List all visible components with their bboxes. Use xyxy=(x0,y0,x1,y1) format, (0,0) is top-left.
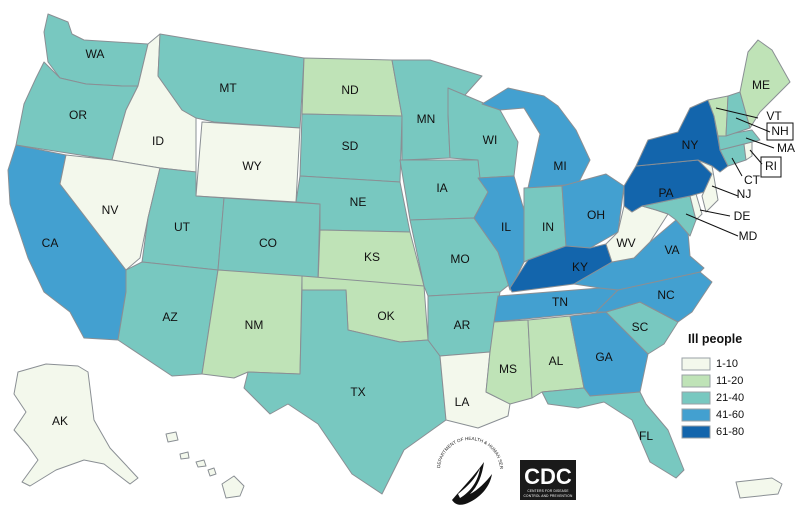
state-label: IL xyxy=(501,220,511,234)
legend-swatch xyxy=(681,374,711,388)
state-label: CA xyxy=(42,236,59,250)
state-label: TN xyxy=(552,295,568,309)
state-label: KS xyxy=(364,250,380,264)
state-label: CO xyxy=(259,236,277,250)
state-label: OH xyxy=(587,208,605,222)
state-hi-5 xyxy=(165,431,179,443)
state-label: CT xyxy=(744,173,761,187)
state-label: NM xyxy=(245,318,264,332)
state-ak xyxy=(13,363,139,487)
cdc-logo-box xyxy=(520,460,576,500)
cdc-logo-subtext: CONTROL AND PREVENTION xyxy=(524,494,573,498)
state-label: MN xyxy=(417,112,436,126)
state-label: VA xyxy=(664,243,679,257)
state-label: KY xyxy=(572,260,588,274)
state-vt xyxy=(707,95,729,137)
de-leader xyxy=(699,209,731,217)
ri-label-box xyxy=(760,156,782,178)
state-label: ND xyxy=(341,83,359,97)
state-label: TX xyxy=(350,385,365,399)
state-hi-2 xyxy=(207,467,217,477)
state-label: AL xyxy=(549,354,564,368)
state-hi-1 xyxy=(221,475,245,499)
state-label: FL xyxy=(639,429,653,443)
states-layer xyxy=(7,13,791,499)
state-nv xyxy=(59,154,161,271)
nh-leader xyxy=(735,117,771,133)
state-label: AR xyxy=(454,318,471,332)
state-pr xyxy=(735,477,783,499)
state-label: WV xyxy=(616,236,635,250)
state-label: WY xyxy=(242,159,261,173)
nj-leader xyxy=(711,185,739,197)
label-leader-lines xyxy=(685,107,794,237)
state-hi-3 xyxy=(195,459,207,468)
state-fl xyxy=(541,387,685,479)
state-label: SC xyxy=(632,320,649,334)
legend-swatch xyxy=(681,357,711,371)
state-label: UT xyxy=(174,220,191,234)
ma-leader xyxy=(745,137,775,149)
state-label: OK xyxy=(377,309,394,323)
ri-leader xyxy=(749,149,763,165)
legend-label: 21-40 xyxy=(716,392,744,404)
legend-swatch xyxy=(681,408,711,422)
state-labels: WA OR CA ID NV MT WY UT AZ CO NM ND SD N… xyxy=(42,47,795,443)
state-label: AZ xyxy=(162,310,177,324)
cdc-logo: CDC CENTERS FOR DISEASE CONTROL AND PREV… xyxy=(520,460,576,500)
state-tx xyxy=(243,289,447,495)
state-label: NJ xyxy=(737,187,752,201)
state-label: OR xyxy=(69,108,87,122)
state-hi-4 xyxy=(179,451,190,460)
state-label: LA xyxy=(455,395,470,409)
state-label: GA xyxy=(595,350,612,364)
state-label: NY xyxy=(682,138,699,152)
state-label: NC xyxy=(657,288,675,302)
state-label: VT xyxy=(766,109,782,123)
state-label: SD xyxy=(342,139,359,153)
legend-label: 41-60 xyxy=(716,409,744,421)
state-label: WA xyxy=(86,47,105,61)
legend-swatch xyxy=(681,425,711,439)
state-mi xyxy=(481,87,591,189)
state-il xyxy=(473,175,525,291)
state-label: RI xyxy=(765,159,777,173)
state-label: NV xyxy=(102,203,119,217)
cdc-logo-text: CDC xyxy=(524,464,572,489)
state-label: IN xyxy=(542,220,554,234)
state-label: MD xyxy=(739,229,758,243)
legend-label: 61-80 xyxy=(716,426,744,438)
state-label: DE xyxy=(734,209,751,223)
legend-label: 1-10 xyxy=(716,358,738,370)
state-label: AK xyxy=(52,414,68,428)
state-label: NH xyxy=(771,124,788,138)
state-label: MI xyxy=(553,159,566,173)
ct-leader xyxy=(731,157,743,177)
state-me xyxy=(739,39,791,129)
legend-title: Ill people xyxy=(688,332,742,346)
md-leader xyxy=(685,213,739,237)
state-label: PA xyxy=(658,186,673,200)
state-label: MT xyxy=(219,81,237,95)
vt-leader xyxy=(715,107,759,119)
cdc-logo-subtext: CENTERS FOR DISEASE xyxy=(527,489,568,493)
hhs-eagle-wing-icon xyxy=(458,468,480,498)
state-label: ID xyxy=(152,134,164,148)
state-label: WI xyxy=(483,133,498,147)
legend: Ill people 1-10 11-20 21-40 41-60 61-80 xyxy=(681,332,744,439)
state-label: ME xyxy=(752,78,770,92)
state-label: MS xyxy=(499,362,517,376)
legend-swatch xyxy=(681,391,711,405)
nh-label-box xyxy=(766,122,794,141)
state-label: MA xyxy=(777,141,795,155)
state-label: NE xyxy=(350,195,367,209)
state-label: MO xyxy=(450,252,469,266)
state-label: IA xyxy=(436,181,447,195)
legend-label: 11-20 xyxy=(716,375,743,387)
